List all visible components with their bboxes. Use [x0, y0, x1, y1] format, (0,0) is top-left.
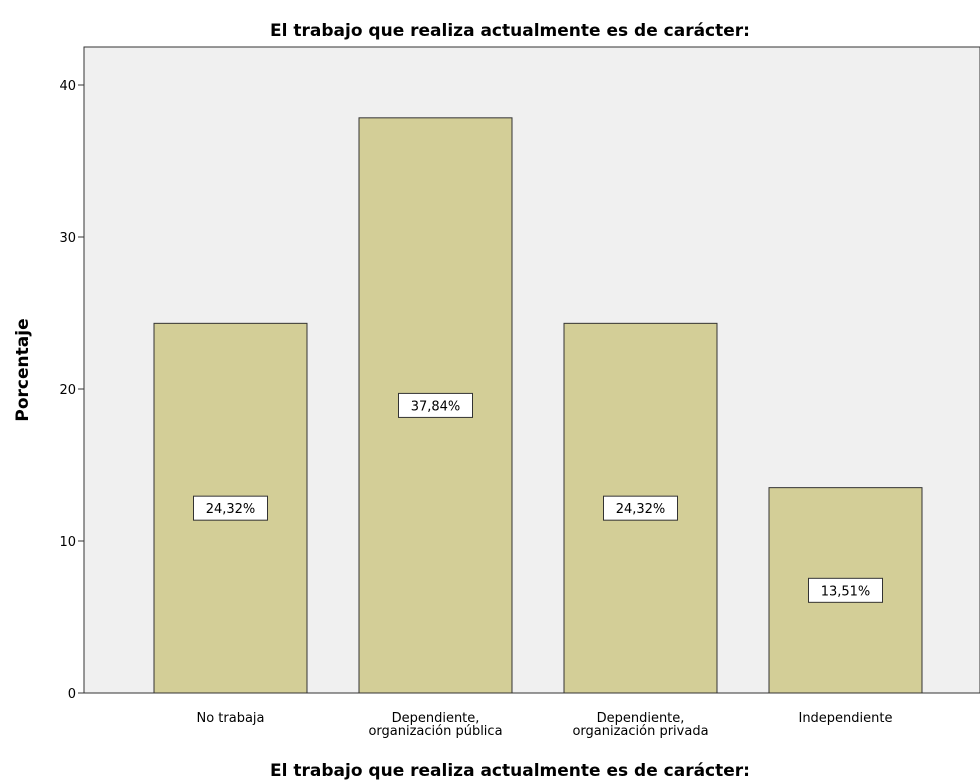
y-axis-title: Porcentaje	[13, 318, 33, 421]
value-label: 24,32%	[616, 502, 666, 517]
value-label: 24,32%	[206, 502, 256, 517]
y-tick-label: 10	[59, 535, 76, 550]
y-tick-label: 30	[59, 231, 76, 246]
value-label: 13,51%	[821, 584, 871, 599]
x-tick-label: No trabaja	[196, 711, 264, 726]
bar	[153, 322, 308, 694]
x-tick-label: Dependiente, organización privada	[572, 711, 708, 739]
bar	[563, 322, 718, 694]
value-label-box	[193, 495, 268, 521]
chart-title: El trabajo que realiza actualmente es de…	[270, 21, 750, 41]
value-label: 37,84%	[411, 399, 461, 414]
x-tick-label: Independiente	[798, 711, 892, 726]
x-tick-label: Dependiente, organización pública	[368, 711, 502, 739]
x-axis-title: El trabajo que realiza actualmente es de…	[270, 761, 750, 781]
y-tick-label: 0	[68, 687, 76, 702]
y-tick-label: 40	[59, 79, 76, 94]
value-label-box	[398, 392, 473, 418]
y-tick-label: 20	[59, 383, 76, 398]
value-label-box	[808, 577, 883, 603]
value-label-box	[603, 495, 678, 521]
